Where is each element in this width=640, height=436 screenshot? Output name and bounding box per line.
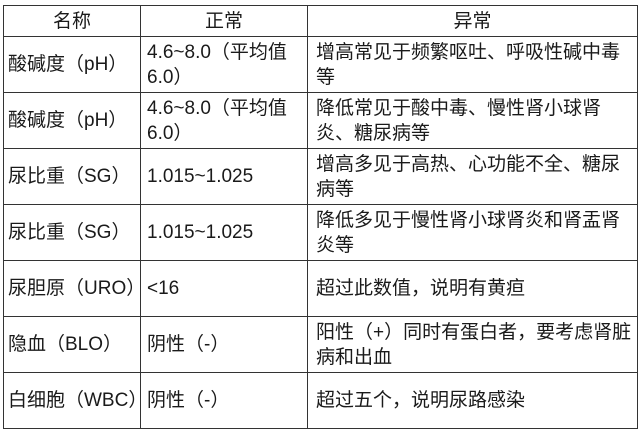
table-row: 尿比重（SG） 1.015~1.025 降低多见于慢性肾小球肾炎和肾盂肾炎等 bbox=[3, 204, 638, 261]
cell-name: 隐血（BLO） bbox=[3, 316, 141, 373]
cell-name: 尿比重（SG） bbox=[3, 204, 141, 261]
cell-abnormal: 增高多见于高热、心功能不全、糖尿病等 bbox=[307, 148, 638, 205]
cell-name: 白细胞（WBC） bbox=[3, 372, 147, 429]
cell-name: 酸碱度（pH） bbox=[3, 36, 141, 93]
table-row: 隐血（BLO） 阴性（-） 阳性（+）同时有蛋白者，要考虑肾脏病和出血 bbox=[3, 316, 638, 373]
table-row: 白细胞（WBC） 阴性（-） 超过五个，说明尿路感染 bbox=[3, 372, 638, 429]
cell-normal: <16 bbox=[140, 260, 308, 317]
cell-abnormal: 超过此数值，说明有黄疸 bbox=[307, 260, 638, 317]
urine-test-table: 名称 正常 异常 酸碱度（pH） 4.6~8.0（平均值6.0） 增高常见于频繁呕吐… bbox=[3, 5, 638, 429]
table-row: 尿胆原（URO） <16 超过此数值，说明有黄疸 bbox=[3, 260, 638, 317]
cell-name: 尿比重（SG） bbox=[3, 148, 141, 205]
cell-normal: 阴性（-） bbox=[140, 372, 308, 429]
cell-abnormal: 阳性（+）同时有蛋白者，要考虑肾脏病和出血 bbox=[307, 316, 638, 373]
header-abnormal: 异常 bbox=[307, 5, 638, 37]
cell-abnormal: 增高常见于频繁呕吐、呼吸性碱中毒等 bbox=[307, 36, 638, 93]
table-row: 酸碱度（pH） 4.6~8.0（平均值6.0） 增高常见于频繁呕吐、呼吸性碱中毒等 bbox=[3, 36, 638, 93]
cell-normal: 1.015~1.025 bbox=[140, 204, 308, 261]
table-row: 酸碱度（pH） 4.6~8.0（平均值6.0） 降低常见于酸中毒、慢性肾小球肾炎、糖… bbox=[3, 92, 638, 149]
cell-normal: 4.6~8.0（平均值6.0） bbox=[140, 36, 308, 93]
cell-abnormal: 降低常见于酸中毒、慢性肾小球肾炎、糖尿病等 bbox=[307, 92, 638, 149]
cell-abnormal: 超过五个，说明尿路感染 bbox=[307, 372, 638, 429]
cell-name: 尿胆原（URO） bbox=[3, 260, 145, 317]
cell-abnormal: 降低多见于慢性肾小球肾炎和肾盂肾炎等 bbox=[307, 204, 638, 261]
cell-name: 酸碱度（pH） bbox=[3, 92, 141, 149]
header-row: 名称 正常 异常 bbox=[3, 5, 638, 37]
cell-normal: 4.6~8.0（平均值6.0） bbox=[140, 92, 308, 149]
header-normal: 正常 bbox=[140, 5, 308, 37]
header-name: 名称 bbox=[3, 5, 141, 37]
table-row: 尿比重（SG） 1.015~1.025 增高多见于高热、心功能不全、糖尿病等 bbox=[3, 148, 638, 205]
cell-normal: 1.015~1.025 bbox=[140, 148, 308, 205]
cell-normal: 阴性（-） bbox=[140, 316, 308, 373]
